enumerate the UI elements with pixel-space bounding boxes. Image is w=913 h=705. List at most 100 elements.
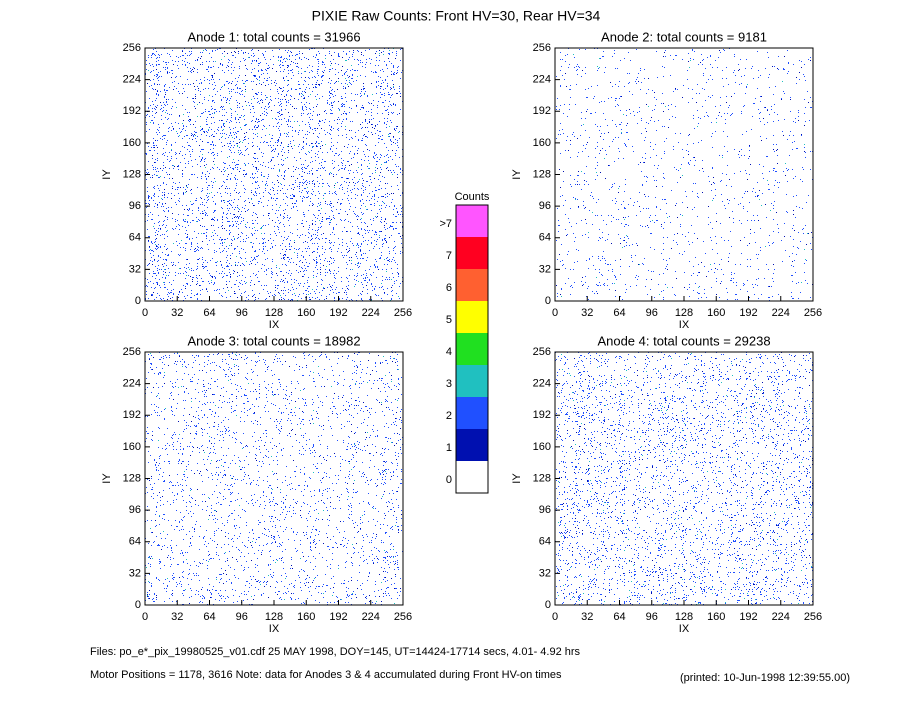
x-tick-label: 96: [236, 611, 248, 623]
y-tick-label: 64: [129, 536, 141, 548]
y-tick-label: 160: [533, 441, 551, 453]
y-tick-label: 128: [123, 472, 141, 484]
x-tick-label: 128: [265, 611, 283, 623]
colorbar-label: 5: [446, 314, 452, 326]
colorbar-swatch: [456, 461, 488, 493]
y-tick-label: 224: [123, 74, 141, 86]
x-tick-label: 64: [613, 611, 625, 623]
x-tick-label: 0: [552, 307, 558, 319]
colorbar-swatch: [456, 205, 488, 237]
y-tick-label: 0: [545, 599, 551, 611]
y-tick-label: 192: [533, 105, 551, 117]
y-axis-label: IY: [101, 169, 113, 180]
y-tick-label: 0: [135, 295, 141, 307]
y-tick-label: 128: [533, 472, 551, 484]
x-tick-label: 256: [394, 611, 412, 623]
x-tick-label: 0: [552, 611, 558, 623]
y-tick-label: 192: [123, 105, 141, 117]
y-axis-label: IY: [101, 473, 113, 484]
colorbar-swatch: [456, 365, 488, 397]
y-tick-label: 256: [123, 346, 141, 358]
x-tick-label: 224: [772, 611, 790, 623]
x-tick-label: 256: [394, 307, 412, 319]
y-tick-label: 224: [533, 74, 551, 86]
y-tick-label: 96: [539, 504, 551, 516]
count-texture: [555, 352, 813, 605]
y-tick-label: 96: [539, 200, 551, 212]
y-tick-label: 32: [539, 567, 551, 579]
x-tick-label: 160: [297, 307, 315, 319]
y-tick-label: 192: [123, 409, 141, 421]
colorbar-swatch: [456, 269, 488, 301]
colorbar-label: 1: [446, 442, 452, 454]
x-tick-label: 64: [613, 307, 625, 319]
x-axis-label: IX: [269, 319, 280, 331]
colorbar-swatch: [456, 301, 488, 333]
x-tick-label: 128: [265, 307, 283, 319]
footer-files: Files: po_e*_pix_19980525_v01.cdf 25 MAY…: [90, 646, 581, 658]
x-axis-label: IX: [679, 623, 690, 635]
x-tick-label: 128: [675, 307, 693, 319]
y-tick-label: 32: [539, 263, 551, 275]
x-tick-label: 128: [675, 611, 693, 623]
y-tick-label: 160: [533, 137, 551, 149]
colorbar-label: 6: [446, 282, 452, 294]
y-tick-label: 64: [539, 536, 551, 548]
panel-title: Anode 3: total counts = 18982: [187, 333, 360, 348]
y-tick-label: 256: [533, 42, 551, 54]
colorbar-title: Counts: [455, 191, 490, 203]
x-tick-label: 224: [772, 307, 790, 319]
x-tick-label: 192: [739, 611, 757, 623]
y-tick-label: 160: [123, 137, 141, 149]
count-texture: [145, 48, 403, 301]
y-tick-label: 256: [533, 346, 551, 358]
x-axis-label: IX: [269, 623, 280, 635]
footer-motor: Motor Positions = 1178, 3616 Note: data …: [90, 669, 562, 681]
x-tick-label: 96: [646, 611, 658, 623]
y-tick-label: 256: [123, 42, 141, 54]
colorbar-label: 7: [446, 250, 452, 262]
colorbar-label: 3: [446, 378, 452, 390]
y-tick-label: 160: [123, 441, 141, 453]
x-tick-label: 32: [171, 307, 183, 319]
y-axis-label: IY: [511, 473, 523, 484]
y-tick-label: 32: [129, 263, 141, 275]
x-tick-label: 256: [804, 611, 822, 623]
x-tick-label: 160: [707, 611, 725, 623]
y-tick-label: 224: [123, 378, 141, 390]
y-tick-label: 96: [129, 200, 141, 212]
y-tick-label: 96: [129, 504, 141, 516]
x-axis-label: IX: [679, 319, 690, 331]
y-axis-label: IY: [511, 169, 523, 180]
y-tick-label: 192: [533, 409, 551, 421]
x-tick-label: 192: [329, 307, 347, 319]
panel-title: Anode 4: total counts = 29238: [597, 333, 770, 348]
x-tick-label: 160: [707, 307, 725, 319]
colorbar-swatch: [456, 397, 488, 429]
y-tick-label: 128: [123, 168, 141, 180]
x-tick-label: 32: [581, 611, 593, 623]
colorbar-swatch: [456, 429, 488, 461]
x-tick-label: 0: [142, 611, 148, 623]
x-tick-label: 192: [739, 307, 757, 319]
colorbar-label: 0: [446, 474, 452, 486]
x-tick-label: 192: [329, 611, 347, 623]
count-texture: [556, 48, 813, 301]
footer-printed: (printed: 10-Jun-1998 12:39:55.00): [680, 672, 850, 684]
y-tick-label: 32: [129, 567, 141, 579]
y-tick-label: 64: [539, 232, 551, 244]
x-tick-label: 160: [297, 611, 315, 623]
colorbar-swatch: [456, 333, 488, 365]
colorbar-swatch: [456, 237, 488, 269]
page-title: PIXIE Raw Counts: Front HV=30, Rear HV=3…: [312, 8, 601, 24]
x-tick-label: 96: [646, 307, 658, 319]
colorbar-label: >7: [439, 218, 452, 230]
x-tick-label: 224: [362, 307, 380, 319]
y-tick-label: 224: [533, 378, 551, 390]
panel-title: Anode 2: total counts = 9181: [601, 29, 767, 44]
y-tick-label: 128: [533, 168, 551, 180]
colorbar-label: 2: [446, 410, 452, 422]
x-tick-label: 32: [171, 611, 183, 623]
x-tick-label: 64: [203, 307, 215, 319]
